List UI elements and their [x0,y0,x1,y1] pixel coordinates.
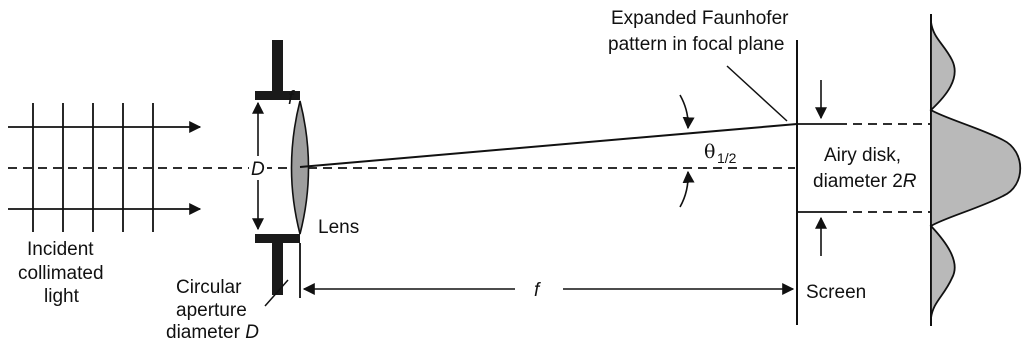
biconvex-lens-icon [290,100,310,235]
diffracted-ray [299,123,798,168]
aperture-label-var: D [245,322,259,343]
aperture-f-label: f [288,88,295,109]
incident-label-line3: light [44,286,80,307]
pattern-label-line1: Expanded Faunhofer [611,8,789,29]
airy-label-line1: Airy disk, [824,145,901,166]
theta-arc-top [679,94,695,130]
aperture-top-plate [255,91,300,100]
incident-label-line1: Incident [27,239,94,260]
airy-label-prefix: diameter 2 [813,171,903,192]
airy-label-var: R [903,171,917,192]
aperture-stop-icon [255,40,300,295]
aperture-label-line3: diameter D [166,322,259,343]
d-label-mask [249,156,267,180]
aperture-bottom-post [272,238,283,295]
focal-length-label: f [534,280,541,301]
aperture-label-line2: aperture [176,300,247,321]
airy-intensity-profile-icon [929,21,1022,319]
pattern-label-line2: pattern in focal plane [608,34,784,55]
pattern-leader-line [726,65,788,122]
lens-label: Lens [318,217,359,238]
aperture-leader-line [264,279,289,307]
aperture-top-post [272,40,283,98]
theta-symbol: θ [704,141,715,163]
screen-label: Screen [806,282,866,303]
airy-label-line2: diameter 2R [813,171,917,192]
theta-subscript: 1/2 [717,150,737,166]
theta-arc-bottom [679,170,695,208]
aperture-label-line1: Circular [176,277,242,298]
incident-wavefronts [32,103,154,232]
d-label: D [251,159,265,180]
incident-label-line2: collimated [18,263,104,284]
aperture-label-prefix: diameter [166,322,245,343]
